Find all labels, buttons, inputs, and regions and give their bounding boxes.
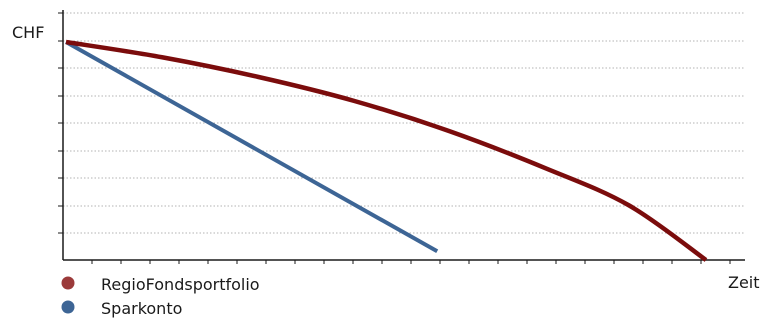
legend-marker-sparkonto xyxy=(62,301,75,314)
x-axis-label: Zeit xyxy=(728,273,760,292)
legend-label-regiofondsportfolio: RegioFondsportfolio xyxy=(101,275,260,294)
y-axis-label: CHF xyxy=(12,23,44,42)
gridlines xyxy=(58,13,745,233)
legend-label-sparkonto: Sparkonto xyxy=(101,299,182,318)
legend-marker-regiofondsportfolio xyxy=(62,277,75,290)
legend: RegioFondsportfolio Sparkonto xyxy=(62,275,260,318)
